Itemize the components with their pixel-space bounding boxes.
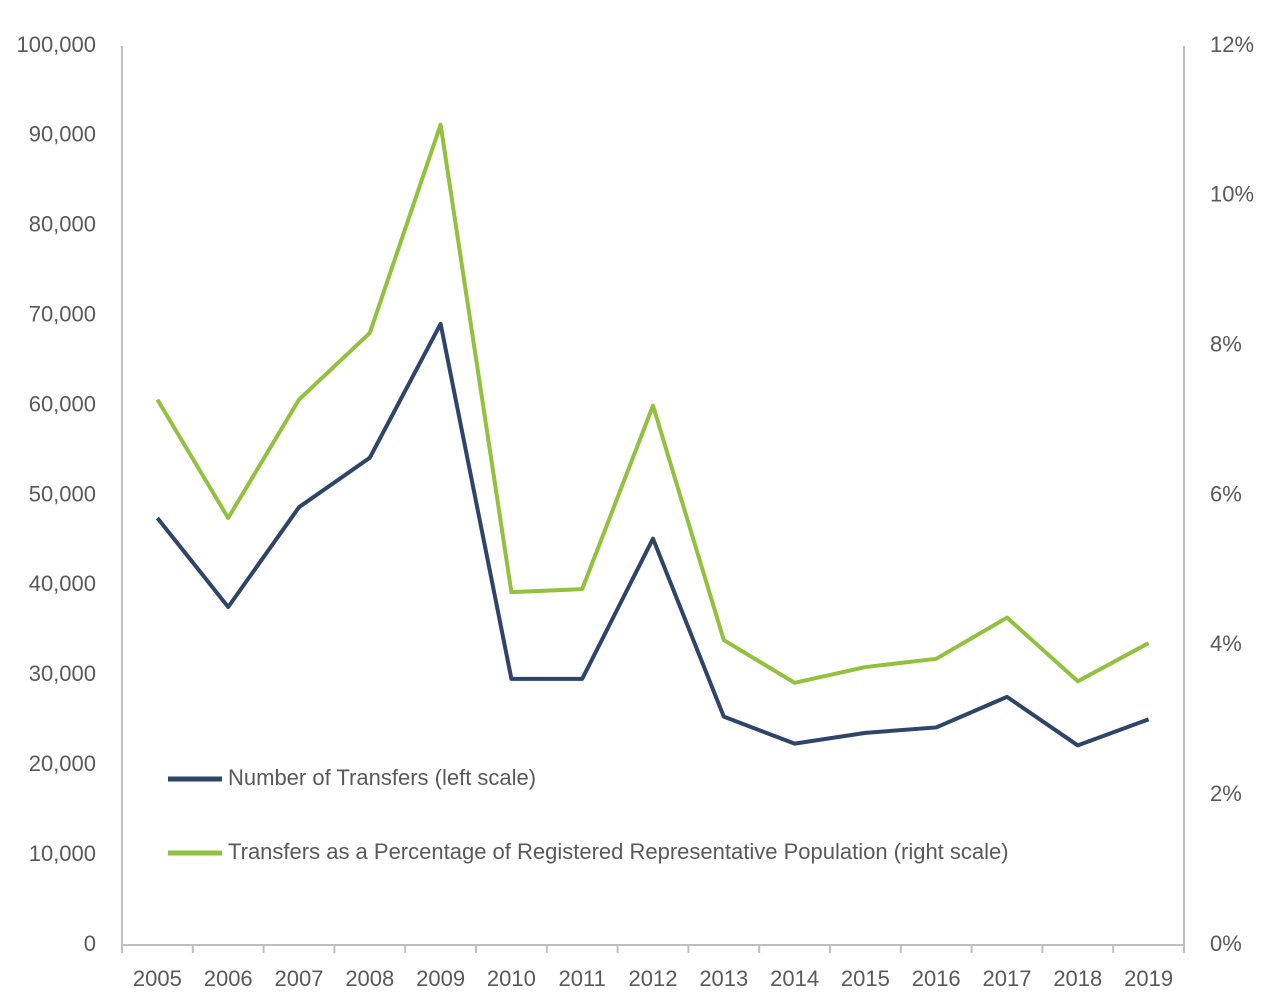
legend-label: Number of Transfers (left scale) [228,765,536,790]
y2-tick-label: 2% [1210,781,1242,806]
y2-tick-label: 4% [1210,631,1242,656]
y-tick-label: 20,000 [29,751,96,776]
x-tick-label: 2008 [345,966,394,991]
y2-tick-label: 8% [1210,331,1242,356]
x-tick-label: 2019 [1124,966,1173,991]
y2-tick-label: 6% [1210,481,1242,506]
x-tick-label: 2017 [983,966,1032,991]
x-tick-label: 2018 [1053,966,1102,991]
y-tick-label: 0 [84,931,96,956]
x-tick-label: 2006 [204,966,253,991]
y-tick-label: 60,000 [29,391,96,416]
x-tick-label: 2016 [912,966,961,991]
x-tick-label: 2015 [841,966,890,991]
x-tick-label: 2010 [487,966,536,991]
y-tick-label: 90,000 [29,122,96,147]
series-line [155,122,1150,685]
x-tick-label: 2011 [559,966,606,991]
x-tick-label: 2009 [416,966,465,991]
x-tick-label: 2007 [275,966,324,991]
y-tick-label: 70,000 [29,302,96,327]
y-tick-label: 10,000 [29,841,96,866]
y-tick-label: 50,000 [29,481,96,506]
y2-tick-label: 12% [1210,32,1254,57]
x-tick-label: 2005 [133,966,182,991]
y2-tick-label: 0% [1210,931,1242,956]
series-line [155,321,1150,748]
x-tick-label: 2013 [699,966,748,991]
y-tick-label: 100,000 [16,32,96,57]
y-tick-label: 80,000 [29,212,96,237]
y2-tick-label: 10% [1210,182,1254,207]
y-tick-label: 40,000 [29,571,96,596]
y-tick-label: 30,000 [29,661,96,686]
x-tick-label: 2012 [629,966,678,991]
x-tick-label: 2014 [770,966,819,991]
legend-label: Transfers as a Percentage of Registered … [228,839,1009,864]
